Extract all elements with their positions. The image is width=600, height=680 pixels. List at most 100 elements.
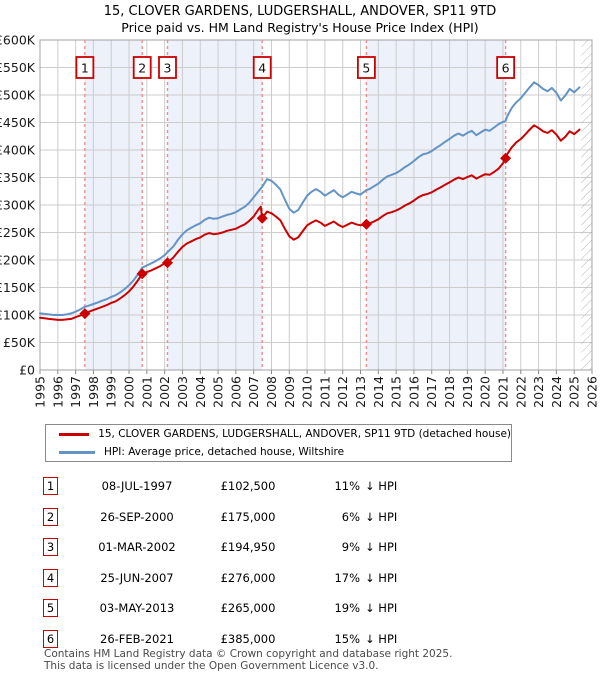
y-axis-label: £450K — [0, 115, 36, 130]
y-axis-label: £500K — [0, 88, 36, 103]
transaction-date: 03-MAY-2013 — [99, 601, 175, 616]
hpi-line — [39, 81, 581, 316]
page-title: 15, CLOVER GARDENS, LUDGERSHALL, ANDOVER… — [103, 4, 497, 19]
transaction-price: £175,000 — [220, 509, 276, 524]
legend-item-price-paid: 15, CLOVER GARDENS, LUDGERSHALL, ANDOVER… — [46, 425, 511, 443]
x-axis-label: 2010 — [300, 376, 315, 408]
sale-point-4 — [256, 212, 268, 224]
transaction-number-badge: 3 — [43, 538, 58, 557]
x-axis-label: 2002 — [157, 376, 172, 408]
transaction-hpi-delta: 9% ↓ HPI — [330, 540, 398, 555]
x-axis-label: 2013 — [353, 376, 368, 408]
y-axis-label: £250K — [0, 225, 36, 240]
chart-title-block: 15, CLOVER GARDENS, LUDGERSHALL, ANDOVER… — [0, 3, 600, 36]
legend-label: HPI: Average price, detached house, Wilt… — [104, 446, 345, 458]
y-axis-label: £300K — [0, 198, 36, 213]
delta-percent: 9% — [341, 540, 360, 555]
transaction-row: 2 26-SEP-2000 £175,000 6% ↓ HPI — [43, 502, 563, 533]
x-axis-label: 2022 — [513, 376, 528, 408]
x-axis-label: 2017 — [424, 376, 439, 408]
footer-line1: Contains HM Land Registry data © Crown c… — [44, 648, 453, 660]
y-axis-label: £100K — [0, 308, 36, 323]
axis-labels: £0 £50K £100K £150K £200K £250K £300K £350K £400… — [0, 33, 600, 408]
delta-percent: 19% — [334, 601, 360, 616]
x-axis-label: 2018 — [442, 376, 457, 408]
transaction-hpi-delta: 6% ↓ HPI — [330, 509, 398, 524]
sale-number-badges: 1 2 3 4 5 6 — [75, 56, 516, 79]
transaction-hpi-delta: 15% ↓ HPI — [330, 632, 397, 646]
sale-point-3 — [161, 257, 173, 269]
x-axis-label: 2011 — [317, 376, 332, 408]
footer-line2: This data is licensed under the Open Gov… — [44, 659, 379, 672]
transaction-date: 26-SEP-2000 — [100, 509, 174, 524]
delta-direction: ↓ HPI — [365, 509, 398, 524]
sale-badge-box-1 — [75, 56, 95, 79]
delta-percent: 17% — [334, 570, 360, 585]
x-axis-label: 1999 — [104, 376, 119, 408]
y-axis-label: £50K — [3, 335, 36, 350]
price-paid-line-swatch — [59, 432, 90, 436]
future-hatch-region — [581, 40, 592, 370]
x-axis-label: 2005 — [211, 376, 226, 408]
sale-badge-number-5: 5 — [362, 61, 370, 76]
legend-item-hpi: HPI: Average price, detached house, Wilt… — [46, 443, 511, 461]
sale-badge-number-1: 1 — [81, 61, 89, 76]
hpi-line-swatch — [59, 450, 95, 454]
price-chart: 1 2 3 4 5 6 £0 £50K £100K £150K £200K £250K £300K £3… — [0, 33, 600, 408]
transaction-number-badge: 4 — [43, 568, 58, 587]
transaction-hpi-delta: 19% ↓ HPI — [330, 601, 397, 615]
sale-badge-box-3 — [158, 56, 177, 79]
delta-direction: ↓ HPI — [365, 631, 398, 646]
delta-percent: 15% — [334, 631, 360, 646]
x-axis-label: 2006 — [228, 376, 243, 408]
delta-percent: 6% — [341, 509, 360, 524]
plot-border-rect — [39, 39, 593, 371]
transaction-date: 25-JUN-2007 — [100, 570, 174, 585]
transaction-table: 1 08-JUL-1997 £102,500 11% ↓ HPI 2 26-SEP-2000… — [43, 471, 563, 654]
x-axis-label: 2021 — [495, 376, 510, 408]
transaction-row: 1 08-JUL-1997 £102,500 11% ↓ HPI — [43, 471, 563, 502]
x-axis-label: 2008 — [264, 376, 279, 408]
transaction-price: £102,500 — [220, 479, 276, 494]
y-axis-label: £550K — [0, 60, 36, 75]
transaction-price: £276,000 — [220, 570, 276, 585]
x-axis-label: 2009 — [282, 376, 297, 408]
legend-label: 15, CLOVER GARDENS, LUDGERSHALL, ANDOVER… — [98, 428, 511, 440]
transaction-row: 6 26-FEB-2021 £385,000 15% ↓ HPI — [43, 624, 563, 655]
transaction-number-badge: 5 — [43, 599, 58, 618]
sale-point-6 — [500, 152, 512, 164]
sale-point-2 — [136, 268, 148, 280]
x-axis-label: 2024 — [549, 376, 564, 408]
y-axis-label: £0 — [19, 363, 35, 378]
x-axis-label: 1996 — [50, 376, 65, 408]
delta-direction: ↓ HPI — [365, 540, 398, 555]
x-axis-label: 1997 — [68, 376, 83, 408]
y-axis-label: £150K — [0, 280, 36, 295]
delta-direction: ↓ HPI — [365, 479, 398, 494]
x-axis-label: 2007 — [246, 376, 261, 408]
transaction-hpi-delta: 17% ↓ HPI — [330, 571, 397, 585]
future-hatch — [581, 40, 592, 370]
sale-badge-box-6 — [496, 56, 516, 79]
x-axis-label: 2015 — [389, 376, 404, 408]
x-axis-label: 2020 — [478, 376, 493, 408]
transaction-price: £194,950 — [220, 540, 276, 555]
y-axis-label: £200K — [0, 253, 36, 268]
transaction-price: £385,000 — [220, 631, 276, 646]
x-axis-label: 2026 — [585, 376, 600, 408]
delta-direction: ↓ HPI — [365, 601, 398, 616]
transaction-row: 3 01-MAR-2002 £194,950 9% ↓ HPI — [43, 532, 563, 563]
sale-point-1 — [79, 308, 91, 320]
y-axis-label: £400K — [0, 143, 36, 158]
sale-badge-number-3: 3 — [164, 61, 172, 76]
x-axis-label: 2001 — [139, 376, 154, 408]
transaction-date: 26-FEB-2021 — [100, 631, 174, 646]
x-axis-label: 1995 — [33, 376, 48, 408]
page-subtitle: Price paid vs. HM Land Registry's House … — [121, 20, 479, 35]
transaction-number-badge: 1 — [43, 477, 58, 496]
y-axis-label: £600K — [0, 33, 36, 48]
x-axis-label: 2014 — [371, 376, 386, 408]
plot-border — [39, 39, 593, 371]
sale-badge-number-4: 4 — [258, 61, 266, 76]
